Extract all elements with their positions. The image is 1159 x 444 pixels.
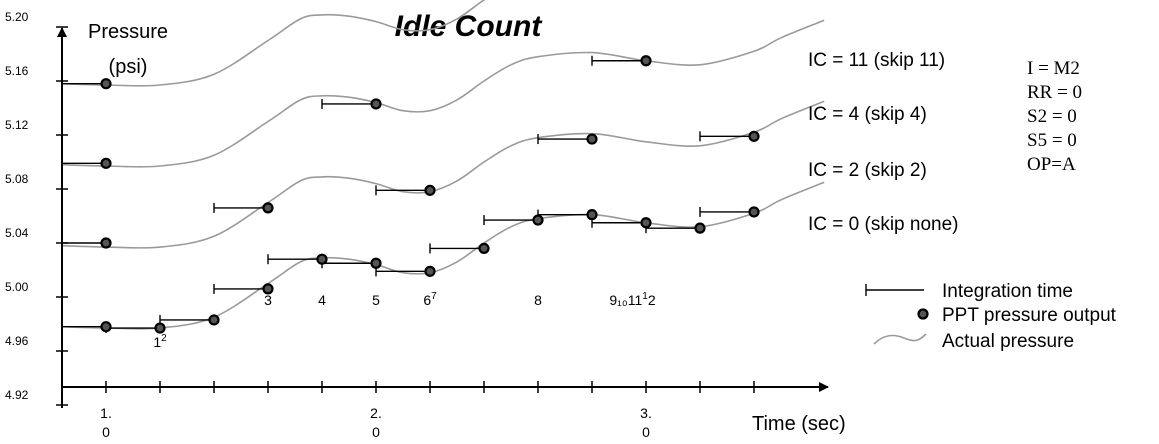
ppt-output-point <box>748 130 760 142</box>
ppt-output-point <box>262 283 274 295</box>
ppt-output-point <box>586 133 598 145</box>
y-tick-label: 5.16 <box>5 64 29 78</box>
sample-label: 12 <box>153 333 167 350</box>
ppt-output-point <box>262 202 274 214</box>
parameter-list: I = M2 RR = 0 S2 = 0 S5 = 0 OP=A <box>1027 58 1082 175</box>
ppt-output-point <box>748 206 760 218</box>
ppt-output-point <box>100 157 112 169</box>
x-tick-label-line2: 0 <box>642 424 650 440</box>
ppt-output-point <box>424 184 436 196</box>
parameter-item: S2 = 0 <box>1027 106 1077 127</box>
ppt-output-point <box>640 55 652 67</box>
actual-pressure-curve <box>62 0 486 87</box>
parameter-item: I = M2 <box>1027 58 1080 79</box>
ppt-output-point <box>532 214 544 226</box>
sample-labels: 12 3 4 5 67 8 9₁₀1112 <box>153 291 655 350</box>
ppt-output-point <box>424 265 436 277</box>
sample-label: 4 <box>318 292 326 308</box>
ppt-output-points <box>100 55 760 334</box>
legend-actual-pressure-label: Actual pressure <box>942 331 1074 352</box>
pressure-curves <box>62 0 825 330</box>
ppt-output-point <box>208 314 220 326</box>
x-tick-label-line1: 1. <box>100 405 112 421</box>
legend-ppt-output-swatch <box>917 308 929 320</box>
y-axis-title-line2: (psi) <box>109 56 148 78</box>
ppt-output-point <box>154 322 166 334</box>
sample-label: 8 <box>534 292 542 308</box>
ppt-output-point <box>586 209 598 221</box>
legend-integration-time-label: Integration time <box>942 281 1073 302</box>
legend-ppt-output-label: PPT pressure output <box>942 305 1117 326</box>
x-axis-ticks: 1. 0 2. 0 3. 0 <box>100 381 755 440</box>
ppt-output-point <box>478 242 490 254</box>
legend: Integration time PPT pressure output Act… <box>865 281 1117 352</box>
y-tick-label: 4.96 <box>5 334 29 348</box>
sample-label: 67 <box>423 291 437 308</box>
y-tick-label: 5.04 <box>5 226 29 240</box>
x-axis-title: Time (sec) <box>752 413 846 435</box>
y-axis-title-line1: Pressure <box>88 21 168 43</box>
sample-label: 5 <box>372 292 380 308</box>
legend-actual-pressure-swatch <box>873 333 927 345</box>
parameter-item: OP=A <box>1027 154 1076 175</box>
x-tick-label-line2: 0 <box>102 424 110 440</box>
actual-pressure-curve <box>62 19 825 168</box>
y-tick-label: 4.92 <box>5 388 29 402</box>
actual-pressure-curve <box>62 181 825 330</box>
ppt-output-point <box>370 257 382 269</box>
y-tick-label: 5.12 <box>5 118 29 132</box>
curve-label: IC = 0 (skip none) <box>808 214 959 235</box>
sample-label: 9₁₀1112 <box>609 291 655 308</box>
ppt-output-point <box>100 237 112 249</box>
ppt-output-point <box>640 217 652 229</box>
ppt-output-point <box>100 78 112 90</box>
y-tick-label: 5.08 <box>5 172 29 186</box>
ppt-output-point <box>370 98 382 110</box>
ppt-output-point <box>316 253 328 265</box>
x-tick-label-line1: 2. <box>370 405 382 421</box>
y-tick-label: 5.00 <box>5 280 29 294</box>
ppt-output-point <box>100 321 112 333</box>
parameter-item: S5 = 0 <box>1027 130 1077 151</box>
curve-label: IC = 2 (skip 2) <box>808 160 927 181</box>
parameter-item: RR = 0 <box>1027 82 1082 103</box>
y-axis-ticks: 4.924.965.005.045.085.125.165.205.24 <box>5 10 68 406</box>
y-tick-label: 5.20 <box>5 10 29 24</box>
curve-label: IC = 4 (skip 4) <box>808 104 927 125</box>
curve-labels: IC = 0 (skip none) IC = 2 (skip 2) IC = 4 … <box>808 50 959 235</box>
x-tick-label-line2: 0 <box>372 424 380 440</box>
x-tick-label-line1: 3. <box>640 405 652 421</box>
chart-title: Idle Count <box>395 10 544 43</box>
curve-label: IC = 11 (skip 11) <box>808 50 945 71</box>
sample-label: 3 <box>264 292 272 308</box>
integration-time-bars <box>61 55 754 334</box>
ppt-output-point <box>694 222 706 234</box>
